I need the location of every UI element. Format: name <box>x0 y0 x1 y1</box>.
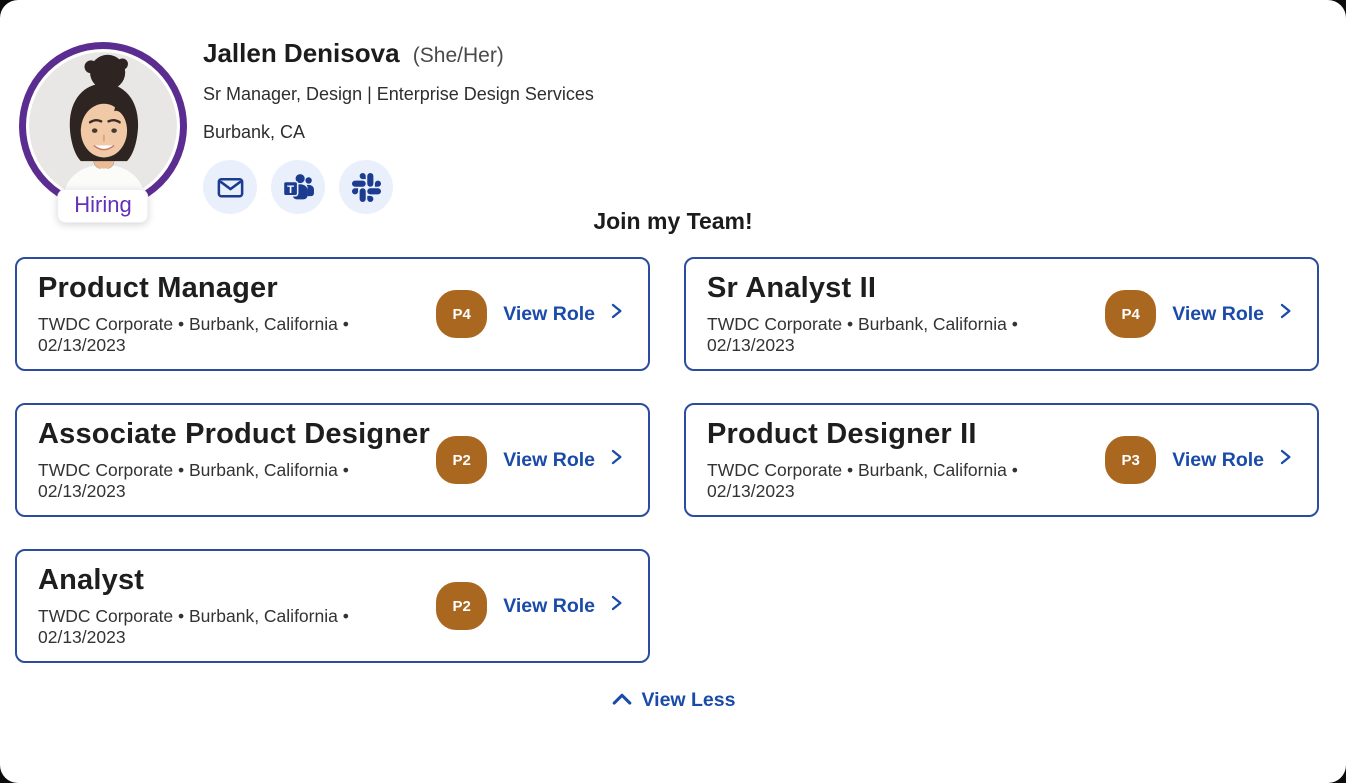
avatar-photo <box>29 52 177 200</box>
hiring-badge: Hiring <box>57 189 149 223</box>
footer: View Less <box>0 689 1346 712</box>
view-role-label: View Role <box>503 302 595 325</box>
job-card-text: Analyst TWDC Corporate • Burbank, Califo… <box>38 564 436 648</box>
job-card: Sr Analyst II TWDC Corporate • Burbank, … <box>684 257 1319 371</box>
job-card-title: Product Designer II <box>707 418 977 450</box>
view-role-button[interactable]: View Role <box>503 592 625 620</box>
chevron-right-icon <box>1277 446 1294 474</box>
job-card-text: Product Manager TWDC Corporate • Burbank… <box>38 272 436 356</box>
slack-icon <box>351 172 381 202</box>
view-role-label: View Role <box>503 448 595 471</box>
ms-teams-icon: T <box>282 171 315 204</box>
chevron-right-icon <box>608 300 625 328</box>
level-badge: P2 <box>436 436 488 484</box>
job-card-text: Associate Product Designer TWDC Corporat… <box>38 418 436 502</box>
job-card-meta: TWDC Corporate • Burbank, California • 0… <box>707 460 1018 501</box>
job-card-meta: TWDC Corporate • Burbank, California • 0… <box>38 460 349 501</box>
job-card-meta: TWDC Corporate • Burbank, California • 0… <box>38 314 349 355</box>
chevron-right-icon <box>608 446 625 474</box>
level-badge: P4 <box>436 290 488 338</box>
job-card-text: Sr Analyst II TWDC Corporate • Burbank, … <box>707 272 1105 356</box>
level-badge: P3 <box>1105 436 1157 484</box>
job-card-meta: TWDC Corporate • Burbank, California • 0… <box>707 314 1018 355</box>
slack-button[interactable] <box>339 160 393 214</box>
profile-header: Hiring Jallen Denisova (She/Her) Sr Mana… <box>0 0 1346 223</box>
job-card-title: Associate Product Designer <box>38 418 430 450</box>
level-badge: P4 <box>1105 290 1157 338</box>
section-heading: Join my Team! <box>593 208 753 234</box>
email-button[interactable] <box>203 160 257 214</box>
avatar: Hiring <box>19 42 187 223</box>
view-role-button[interactable]: View Role <box>1172 300 1294 328</box>
jobs-grid: Product Manager TWDC Corporate • Burbank… <box>15 257 1319 663</box>
job-card-title: Analyst <box>38 564 145 596</box>
job-card-actions: P3 View Role <box>1105 436 1294 484</box>
job-card-title: Product Manager <box>38 272 278 304</box>
job-card-title: Sr Analyst II <box>707 272 877 304</box>
job-card-text: Product Designer II TWDC Corporate • Bur… <box>707 418 1105 502</box>
profile-pronouns: (She/Her) <box>412 44 504 67</box>
chevron-up-icon <box>611 689 633 712</box>
profile-job-title: Sr Manager, Design | Enterprise Design S… <box>203 84 594 104</box>
job-card-actions: P2 View Role <box>436 582 625 630</box>
profile-info: Jallen Denisova (She/Her) Sr Manager, De… <box>203 36 594 214</box>
view-role-label: View Role <box>1172 448 1264 471</box>
level-badge: P2 <box>436 582 488 630</box>
job-card: Analyst TWDC Corporate • Burbank, Califo… <box>15 549 650 663</box>
avatar-ring <box>19 42 187 210</box>
view-less-button[interactable]: View Less <box>611 689 736 712</box>
chevron-right-icon <box>608 592 625 620</box>
view-role-button[interactable]: View Role <box>503 300 625 328</box>
view-less-label: View Less <box>641 689 736 711</box>
view-role-label: View Role <box>503 594 595 617</box>
job-card-meta: TWDC Corporate • Burbank, California • 0… <box>38 606 349 647</box>
job-card: Associate Product Designer TWDC Corporat… <box>15 403 650 517</box>
teams-button[interactable]: T <box>271 160 325 214</box>
contact-buttons: T <box>203 160 594 214</box>
view-role-label: View Role <box>1172 302 1264 325</box>
view-role-button[interactable]: View Role <box>503 446 625 474</box>
svg-text:T: T <box>287 183 294 195</box>
job-card: Product Manager TWDC Corporate • Burbank… <box>15 257 650 371</box>
job-card-actions: P4 View Role <box>1105 290 1294 338</box>
email-icon <box>215 172 246 203</box>
profile-name: Jallen Denisova <box>203 38 400 68</box>
job-card-actions: P2 View Role <box>436 436 625 484</box>
profile-location: Burbank, CA <box>203 122 306 142</box>
job-card-actions: P4 View Role <box>436 290 625 338</box>
job-card: Product Designer II TWDC Corporate • Bur… <box>684 403 1319 517</box>
view-role-button[interactable]: View Role <box>1172 446 1294 474</box>
chevron-right-icon <box>1277 300 1294 328</box>
